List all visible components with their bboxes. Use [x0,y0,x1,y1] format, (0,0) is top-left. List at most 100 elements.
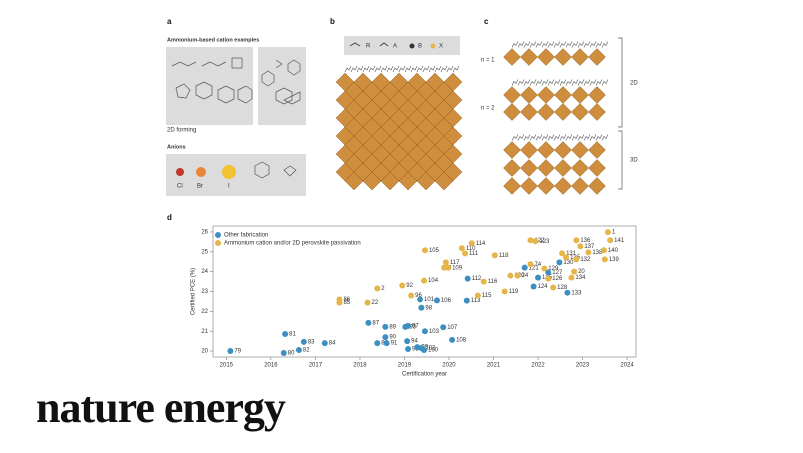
octahedron [588,103,606,121]
data-point [573,256,580,263]
point-label: 111 [469,251,479,257]
y-tick-label: 22 [201,309,208,315]
x-tick-label: 2021 [487,363,501,369]
data-point [545,275,552,282]
point-label: 102 [425,346,436,352]
ligand [541,134,549,141]
ligand [529,41,537,48]
point-label: 117 [450,260,460,266]
point-label: 83 [308,339,315,345]
point-label: 133 [571,290,582,296]
ligand [601,134,609,141]
octahedron [537,177,555,195]
point-label: 104 [428,278,439,284]
ligand [571,134,579,141]
point-label: 101 [424,297,435,303]
octahedron [537,48,555,66]
octahedron [554,159,572,177]
panel-caption: 2D forming [167,128,196,134]
ligand [440,65,448,73]
ligand [523,134,531,141]
point-label: 79 [234,349,241,355]
octahedron [503,103,521,121]
panel-title: Anions [167,144,186,150]
legend-icon [409,43,415,49]
point-label: 95 [412,347,419,353]
data-point [280,350,287,357]
octahedron [380,171,400,191]
data-point [421,277,428,284]
ligand [517,79,525,86]
data-point [295,347,302,354]
octahedron [554,141,572,159]
ligand [523,79,531,86]
octahedron [503,159,521,177]
data-point [563,254,570,261]
ligand [350,65,358,73]
ligand [446,65,454,73]
ligand [559,41,567,48]
data-point [364,299,371,306]
point-label: 140 [608,248,619,254]
data-point [382,334,389,341]
data-point [365,319,372,326]
point-label: 124 [538,284,549,290]
x-tick-label: 2018 [353,363,367,369]
point-label: 130 [563,260,574,266]
point-label: 94 [411,339,418,345]
data-point [468,240,475,247]
ligand [553,79,561,86]
data-point [462,250,469,257]
data-point [545,269,552,276]
point-label: 129 [548,266,559,272]
data-point [399,282,406,289]
octahedron [571,48,589,66]
data-point [383,340,390,347]
octahedron [588,159,606,177]
data-point [585,249,592,256]
data-point [445,264,452,271]
point-label: 126 [552,276,563,282]
ligand [428,65,436,73]
data-point [405,346,412,353]
data-point [601,256,608,263]
bracket-label: 3D [630,158,638,164]
anion-box [166,154,306,196]
legend-label: A [393,44,397,50]
data-point [421,328,428,335]
octahedron [362,171,382,191]
octahedron [520,86,538,104]
octahedron [571,86,589,104]
ligand [434,65,442,73]
point-label: 92 [406,283,413,289]
point-label: 122 [534,238,545,244]
ligand [565,79,573,86]
data-point [433,297,440,304]
ligand [374,65,382,73]
data-point [604,229,611,236]
point-label: 110 [466,246,476,252]
data-point [501,288,508,295]
bracket-label: 2D [630,81,638,87]
octahedron [588,48,606,66]
data-point [556,259,563,266]
ligand [547,134,555,141]
data-point [559,250,566,257]
y-axis-title: Certified PCE (%) [191,268,197,315]
ligand [601,79,609,86]
data-point [282,330,289,337]
octahedron [520,103,538,121]
octahedron [571,159,589,177]
x-axis-title: Certification year [402,372,447,378]
molecule-sketch [254,161,270,179]
ligand [541,79,549,86]
ligand [535,79,543,86]
x-tick-label: 2019 [398,363,412,369]
ligand [595,134,603,141]
octahedron [344,171,364,191]
anion-icon [222,165,236,179]
point-label: 86 [343,297,350,303]
ligand [356,65,364,73]
data-point [300,338,307,345]
